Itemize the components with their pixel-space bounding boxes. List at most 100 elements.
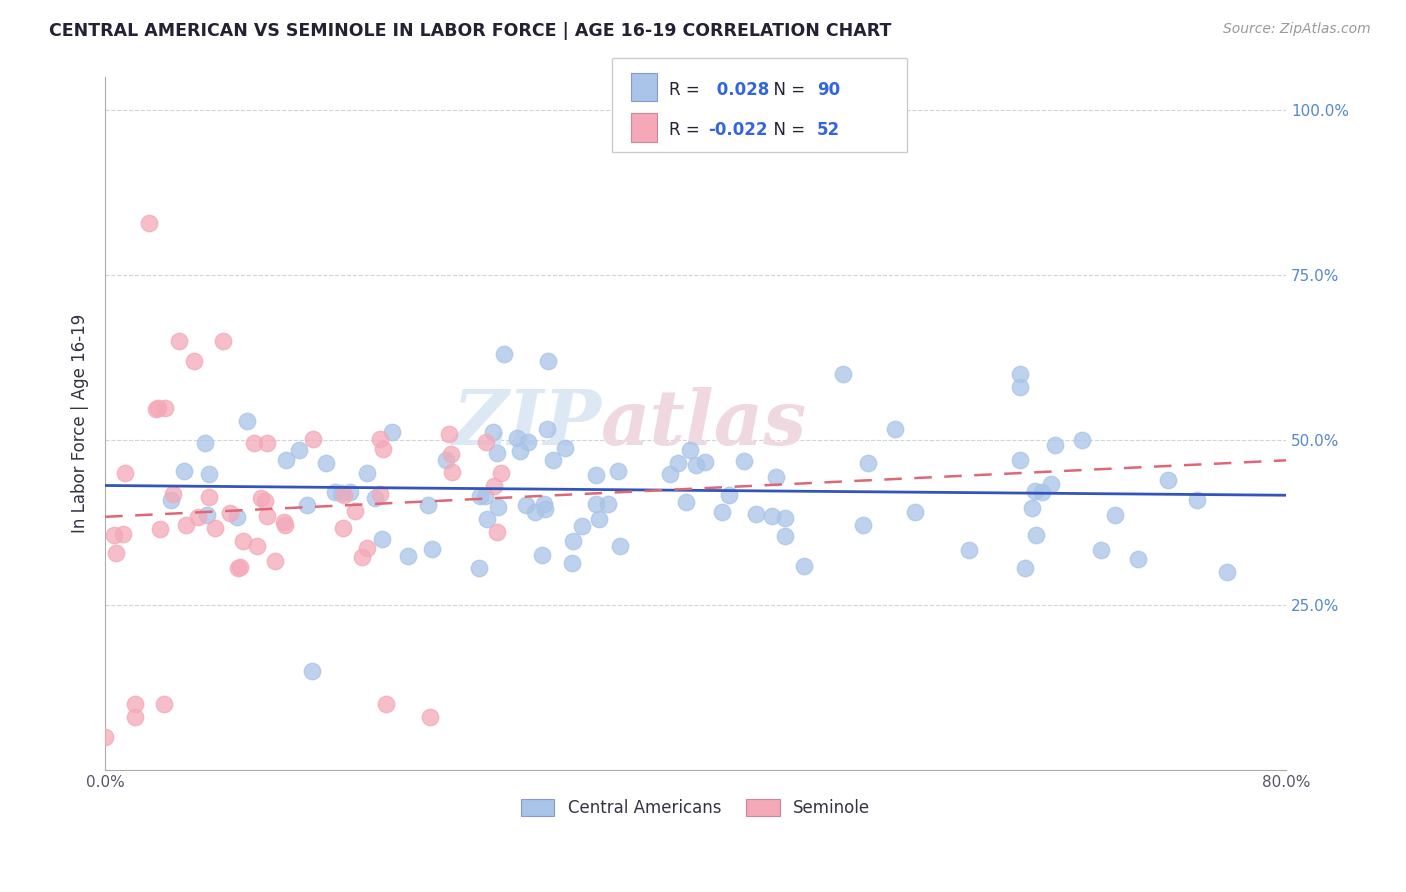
Point [274,518,297,533]
Point [492,347,515,361]
Point [352,550,374,565]
Point [273,515,295,529]
Point [138,215,160,229]
Point [482,425,505,439]
Point [554,442,576,456]
Point [1157,473,1180,487]
Point [516,434,538,449]
Point [243,436,266,450]
Point [419,710,441,724]
Point [111,527,134,541]
Point [105,546,128,560]
Point [1010,380,1032,394]
Point [194,435,217,450]
Point [666,456,689,470]
Point [103,528,125,542]
Point [773,529,796,543]
Point [659,467,682,482]
Point [437,427,460,442]
Point [256,436,278,450]
Point [371,442,394,457]
Point [356,466,378,480]
Point [174,518,197,533]
Point [295,498,318,512]
Text: -0.022: -0.022 [709,121,768,139]
Point [1043,438,1066,452]
Point [588,512,610,526]
Point [160,492,183,507]
Text: 52: 52 [817,121,839,139]
Point [370,486,392,500]
Point [396,549,419,563]
Point [368,433,391,447]
Point [440,447,463,461]
Point [485,524,508,539]
Point [364,491,387,505]
Point [585,497,607,511]
Point [596,497,619,511]
Point [486,500,509,514]
Point [1071,433,1094,447]
Point [537,354,560,368]
Point [212,334,235,349]
Point [733,453,755,467]
Point [773,511,796,525]
Point [187,509,209,524]
Point [606,464,628,478]
Point [1216,565,1239,579]
Point [145,401,167,416]
Text: atlas: atlas [602,387,807,461]
Point [534,502,557,516]
Point [315,456,337,470]
Point [957,543,980,558]
Point [420,541,443,556]
Text: 0.028: 0.028 [711,80,769,98]
Point [226,561,249,575]
Point [765,470,787,484]
Point [470,490,492,504]
Point [288,442,311,457]
Point [515,499,537,513]
Point [524,505,547,519]
Point [561,556,583,570]
Point [679,442,702,457]
Point [761,509,783,524]
Point [533,497,555,511]
Point [1031,484,1053,499]
Point [475,512,498,526]
Text: 90: 90 [817,80,839,98]
Point [332,521,354,535]
Y-axis label: In Labor Force | Age 16-19: In Labor Force | Age 16-19 [72,314,89,533]
Legend: Central Americans, Seminole: Central Americans, Seminole [515,792,877,824]
Point [468,561,491,575]
Text: Source: ZipAtlas.com: Source: ZipAtlas.com [1223,22,1371,37]
Point [1021,500,1043,515]
Point [374,697,396,711]
Point [254,493,277,508]
Point [153,401,176,416]
Point [745,507,768,521]
Point [685,458,707,472]
Point [124,697,146,711]
Point [474,435,496,450]
Point [236,414,259,428]
Text: ZIP: ZIP [453,387,602,461]
Point [149,522,172,536]
Point [609,539,631,553]
Point [219,506,242,520]
Point [489,466,512,480]
Point [124,710,146,724]
Point [249,491,271,506]
Point [246,540,269,554]
Point [852,518,875,533]
Point [153,697,176,711]
Point [883,422,905,436]
Text: R =: R = [669,121,706,139]
Point [858,456,880,470]
Point [229,559,252,574]
Point [323,484,346,499]
Point [509,444,531,458]
Point [1128,552,1150,566]
Point [204,521,226,535]
Point [1090,542,1112,557]
